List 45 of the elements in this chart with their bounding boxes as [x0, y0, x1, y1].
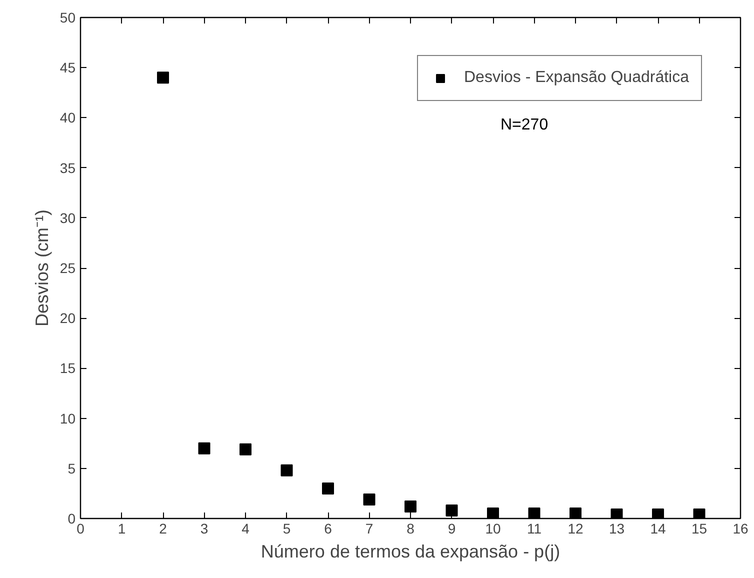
x-tick-label: 5 — [282, 520, 291, 536]
point — [240, 443, 252, 456]
y-tick-label: 5 — [68, 460, 76, 476]
x-tick-label: 4 — [242, 520, 250, 536]
x-tick-label: 15 — [691, 520, 708, 536]
x-tick-label: 9 — [448, 520, 456, 536]
point — [280, 464, 293, 476]
point — [693, 508, 706, 518]
x-axis-title: Número de termos da expansão - p(j) — [260, 542, 560, 562]
point — [322, 482, 334, 494]
x-tick-label: 1 — [118, 520, 126, 536]
x-tick-label: 7 — [365, 520, 374, 536]
x-tick-label: 14 — [650, 520, 666, 536]
y-tick-label: 35 — [60, 160, 76, 176]
x-tick-label: 13 — [608, 520, 625, 536]
x-tick-label: 8 — [406, 520, 415, 536]
y-tick-label: 50 — [60, 10, 76, 26]
point — [198, 442, 210, 454]
x-tick-label: 3 — [200, 520, 208, 536]
point — [610, 508, 623, 518]
x-tick-label: 12 — [568, 520, 584, 536]
y-tick-label: 15 — [60, 360, 76, 376]
x-tick-label: 6 — [324, 520, 332, 536]
point — [446, 504, 458, 516]
point — [487, 507, 499, 518]
point — [652, 508, 664, 518]
y-tick-label: 30 — [60, 210, 76, 226]
legend-label: Desvios - Expansão Quadrática — [464, 69, 689, 87]
x-tick-label: 10 — [485, 520, 501, 536]
y-tick-label: 45 — [60, 60, 76, 76]
x-tick-label: 2 — [159, 520, 168, 536]
x-tick-label: 16 — [732, 520, 748, 536]
y-axis-title: Desvios (cm⁻¹) — [32, 210, 52, 326]
y-tick-label: 20 — [60, 310, 76, 326]
y-tick-label: 0 — [68, 510, 76, 526]
point — [157, 72, 169, 84]
point — [404, 500, 416, 512]
annotation: N=270 — [500, 116, 548, 134]
point — [570, 507, 582, 518]
x-tick-label: 11 — [526, 520, 542, 536]
point — [363, 493, 376, 506]
y-tick-label: 25 — [60, 260, 76, 276]
y-tick-label: 10 — [60, 410, 76, 426]
point — [528, 507, 540, 518]
y-tick-label: 40 — [60, 110, 76, 126]
